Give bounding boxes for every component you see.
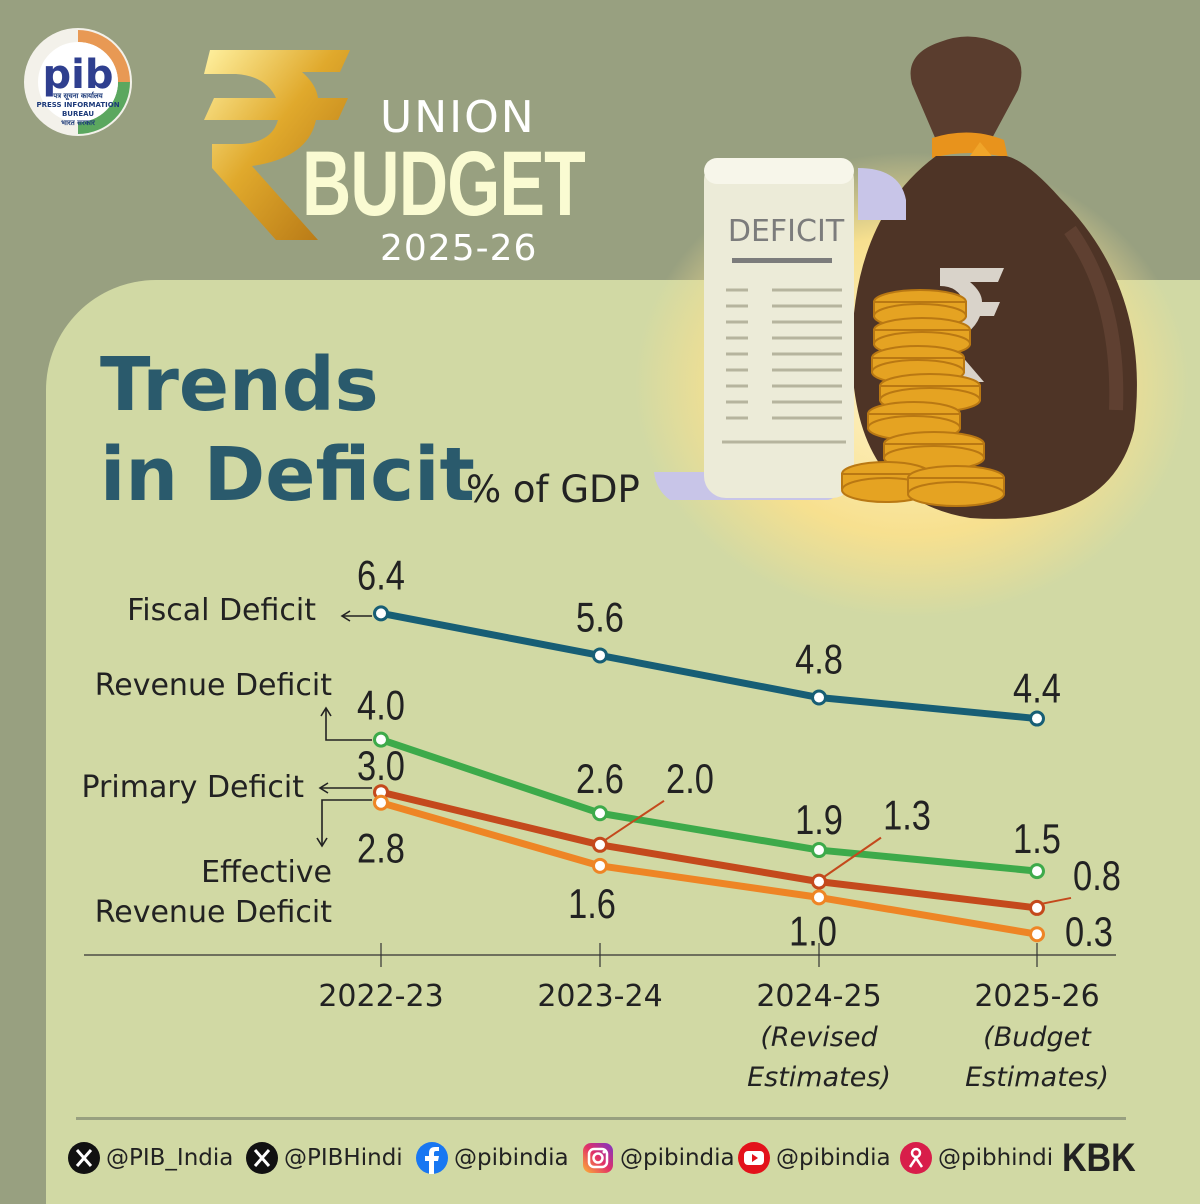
x-tick-label: 2024-25 bbox=[756, 979, 881, 1014]
data-point bbox=[811, 842, 827, 859]
page-title: Trends in Deficit bbox=[100, 340, 475, 520]
data-label: 2.8 bbox=[357, 826, 405, 873]
x-tick-label: 2023-24 bbox=[537, 979, 662, 1014]
data-label: 3.0 bbox=[357, 743, 405, 790]
facebook-icon bbox=[416, 1142, 448, 1174]
x-tick-note: (Budget bbox=[983, 1022, 1092, 1053]
data-point bbox=[592, 857, 608, 874]
data-label: 4.0 bbox=[357, 682, 405, 729]
budget-year: 2025-26 bbox=[380, 228, 538, 269]
pib-logo-text: pib bbox=[43, 52, 114, 98]
data-point bbox=[1029, 899, 1045, 916]
social-youtube[interactable]: @pibindia bbox=[738, 1142, 891, 1174]
x-tick-label: 2022-23 bbox=[318, 979, 443, 1014]
instagram-icon bbox=[583, 1143, 613, 1173]
deficit-document-label: DEFICIT bbox=[727, 214, 845, 249]
x-tick-note: (Revised bbox=[760, 1022, 878, 1053]
rupee-symbol-icon bbox=[204, 50, 350, 240]
social-handle: @pibindia bbox=[776, 1145, 891, 1171]
social-handle: @pibhindi bbox=[938, 1145, 1054, 1171]
x-icon bbox=[68, 1142, 100, 1174]
label-leader-line bbox=[603, 799, 665, 842]
series-label: Primary Deficit bbox=[81, 770, 304, 805]
data-point bbox=[373, 731, 389, 748]
data-label: 5.6 bbox=[576, 594, 624, 641]
kooapp-icon bbox=[900, 1142, 932, 1174]
x-tick-note: Estimates) bbox=[747, 1062, 891, 1093]
data-label: 4.4 bbox=[1013, 665, 1061, 712]
pib-subtitle: पत्र सूचना कार्यालय PRESS INFORMATION BU… bbox=[30, 92, 126, 128]
series-line bbox=[377, 799, 1041, 938]
label-leader-line bbox=[822, 836, 882, 879]
social-handle: @PIB_India bbox=[106, 1145, 234, 1171]
credit-label: KBK bbox=[1062, 1136, 1136, 1180]
arrow-head-icon bbox=[318, 782, 329, 794]
budget-label: BUDGET bbox=[302, 133, 586, 235]
series-line bbox=[377, 788, 1041, 912]
data-point bbox=[1029, 863, 1045, 880]
arrow-head-icon bbox=[340, 610, 351, 622]
data-label: 1.6 bbox=[568, 881, 616, 928]
data-label: 2.6 bbox=[576, 756, 624, 803]
series-label: Revenue Deficit bbox=[95, 895, 332, 930]
social-handle: @pibindia bbox=[620, 1145, 735, 1171]
title-line-2: in Deficit bbox=[100, 432, 475, 518]
x-tick-label: 2025-26 bbox=[974, 979, 1099, 1014]
data-label: 1.0 bbox=[789, 908, 837, 955]
social-facebook[interactable]: @pibindia bbox=[416, 1142, 569, 1174]
union-label: UNION bbox=[380, 92, 536, 143]
pib-subtitle-hindi: पत्र सूचना कार्यालय bbox=[53, 92, 103, 100]
arrow-head-icon bbox=[316, 837, 328, 848]
data-label: 0.3 bbox=[1065, 909, 1113, 956]
title-line-1: Trends bbox=[100, 342, 379, 428]
footer-divider bbox=[76, 1117, 1126, 1120]
data-label: 1.5 bbox=[1013, 816, 1061, 863]
pib-subtitle-gov: भारत सरकार bbox=[61, 119, 95, 127]
data-point bbox=[811, 873, 827, 890]
series-label: Effective bbox=[201, 855, 332, 890]
data-point bbox=[373, 605, 389, 622]
label-leader-line bbox=[1040, 896, 1072, 905]
youtube-icon bbox=[738, 1142, 770, 1174]
series-label: Fiscal Deficit bbox=[127, 593, 316, 628]
data-label: 1.9 bbox=[795, 797, 843, 844]
series-label-connector bbox=[321, 799, 372, 846]
social-x-pib-india[interactable]: @PIB_India bbox=[68, 1142, 233, 1174]
series-label-connector bbox=[325, 708, 372, 741]
arrow-head-icon bbox=[320, 706, 332, 717]
x-icon bbox=[246, 1142, 278, 1174]
data-point bbox=[811, 689, 827, 706]
data-point bbox=[811, 889, 827, 906]
data-point bbox=[373, 794, 389, 811]
data-point bbox=[592, 805, 608, 822]
pib-logo: pib bbox=[24, 28, 132, 136]
social-handle: @PIBHindi bbox=[284, 1145, 403, 1171]
series-line bbox=[377, 736, 1041, 875]
x-tick-note: Estimates) bbox=[965, 1062, 1109, 1093]
data-label: 2.0 bbox=[666, 756, 714, 803]
series-label: Revenue Deficit bbox=[95, 668, 332, 703]
data-point bbox=[1029, 926, 1045, 943]
pib-subtitle-english: PRESS INFORMATION BUREAU bbox=[36, 101, 120, 118]
social-handle: @pibindia bbox=[454, 1145, 569, 1171]
data-label: 4.8 bbox=[795, 636, 843, 683]
social-instagram[interactable]: @pibindia bbox=[582, 1142, 735, 1174]
data-label: 0.8 bbox=[1073, 853, 1121, 900]
data-point bbox=[592, 836, 608, 853]
unit-label: % of GDP bbox=[466, 468, 640, 511]
series-line bbox=[377, 609, 1041, 723]
social-x-pib-hindi[interactable]: @PIBHindi bbox=[246, 1142, 403, 1174]
footer-social-bar: @PIB_India @PIBHindi @pibindia @pibindia… bbox=[64, 1136, 1154, 1180]
data-point bbox=[592, 647, 608, 664]
data-label: 1.3 bbox=[883, 792, 931, 839]
data-label: 6.4 bbox=[357, 552, 405, 599]
social-kooapp[interactable]: @pibhindi bbox=[900, 1142, 1053, 1174]
data-point bbox=[1029, 710, 1045, 727]
